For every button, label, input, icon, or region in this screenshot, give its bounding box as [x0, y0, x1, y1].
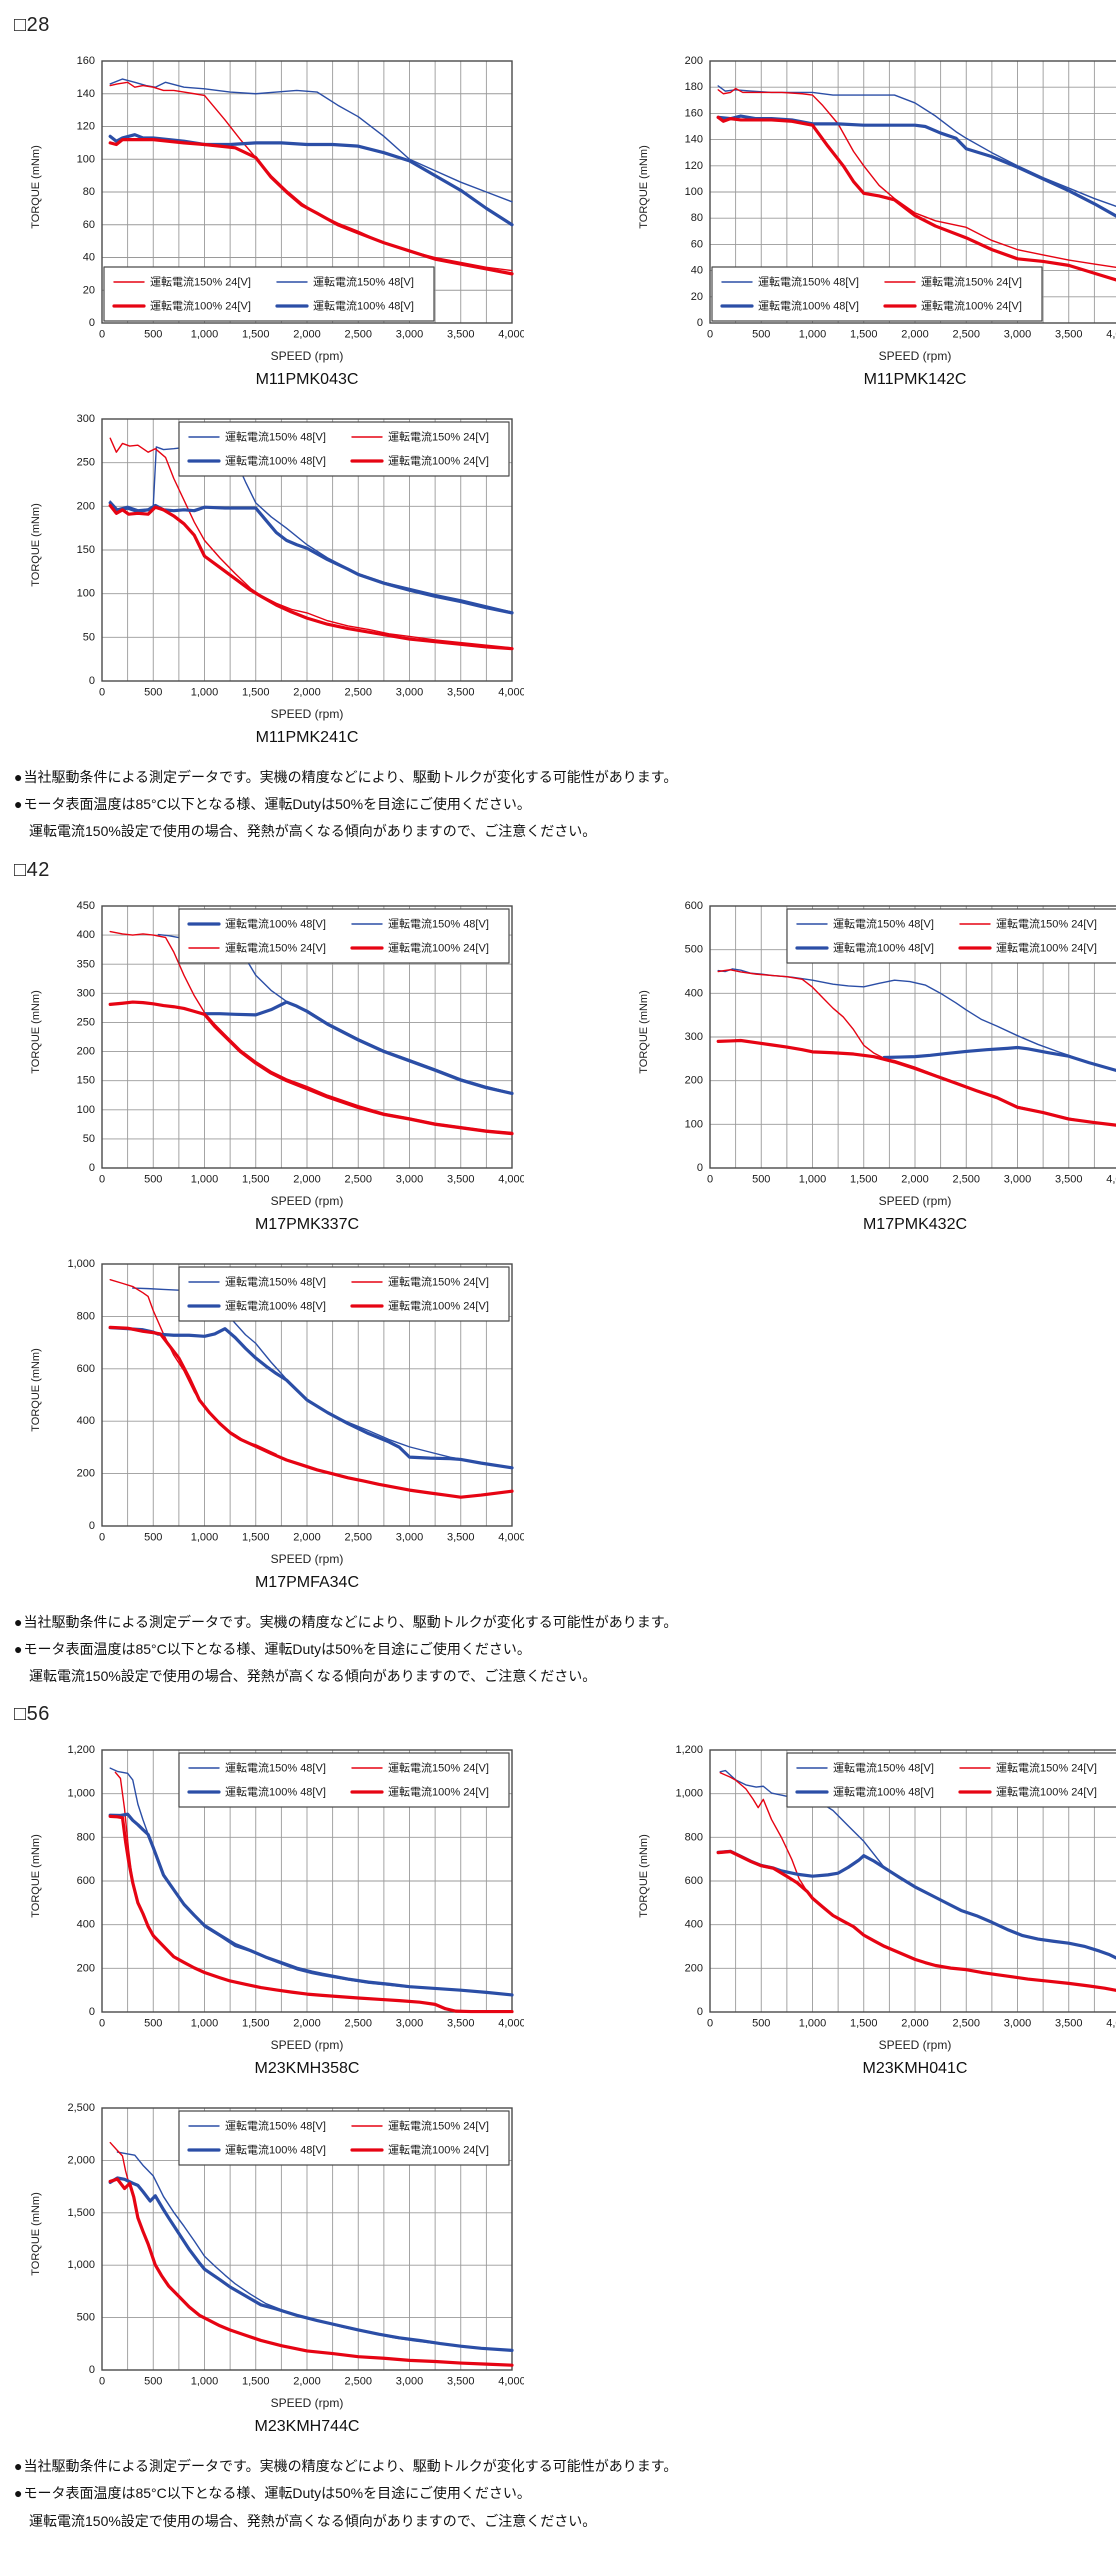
chart-canvas-m17pmfa34c	[44, 1251, 524, 1552]
plot-wrap: TORQUE (mNm)	[636, 1738, 1116, 2039]
y-axis-label: TORQUE (mNm)	[30, 145, 42, 229]
chart-figure-m17pmk432c: TORQUE (mNm) SPEED (rpm) M17PMK432C	[636, 893, 1116, 1238]
bullet-icon: ●	[14, 1613, 23, 1630]
x-axis-label: SPEED (rpm)	[878, 349, 952, 363]
plot-wrap: TORQUE (mNm)	[28, 1738, 524, 2039]
note-line: ●モータ表面温度は85°C以下となる様、運転Dutyは50%を目途にご使用くださ…	[14, 1640, 531, 1657]
chart-canvas-m23kmh744c	[44, 2096, 524, 2397]
charts-grid-42: TORQUE (mNm) SPEED (rpm) M17PMK337C TORQ…	[0, 893, 1116, 1596]
plot-wrap: TORQUE (mNm)	[28, 1251, 524, 1552]
section-header-42: □42	[14, 858, 50, 881]
y-axis-label: TORQUE (mNm)	[638, 1834, 650, 1918]
notes-56: ●当社駆動条件による測定データです。実機の精度などにより、駆動トルクが変化する可…	[14, 2454, 1116, 2534]
chart-canvas-m23kmh358c	[44, 1738, 524, 2039]
chart-title-m23kmh358c: M23KMH358C	[254, 2060, 360, 2078]
note-line: ●モータ表面温度は85°C以下となる様、運転Dutyは50%を目途にご使用くださ…	[14, 2485, 531, 2502]
x-axis-label: SPEED (rpm)	[878, 1193, 952, 1208]
chart-figure-m11pmk142c: TORQUE (mNm) SPEED (rpm) M11PMK142C	[636, 49, 1116, 393]
plot-wrap: TORQUE (mNm)	[28, 893, 524, 1194]
note-line: ●当社駆動条件による測定データです。実機の精度などにより、駆動トルクが変化する可…	[14, 1613, 678, 1630]
x-axis-label: SPEED (rpm)	[270, 349, 344, 363]
charts-grid-56: TORQUE (mNm) SPEED (rpm) M23KMH358C TORQ…	[0, 1738, 1116, 2440]
chart-canvas-m11pmk142c	[652, 49, 1116, 349]
chart-figure-m17pmfa34c: TORQUE (mNm) SPEED (rpm) M17PMFA34C	[28, 1251, 524, 1596]
chart-figure-m23kmh358c: TORQUE (mNm) SPEED (rpm) M23KMH358C	[28, 1738, 524, 2082]
chart-canvas-m17pmk337c	[44, 893, 524, 1194]
note-line: 運転電流150%設定で使用の場合、発熱が高くなる傾向がありますので、ご注意くださ…	[29, 2512, 597, 2529]
y-axis-label: TORQUE (mNm)	[30, 2192, 42, 2276]
section-size-56: □56 TORQUE (mNm) SPEED (rpm) M23KMH358C …	[0, 1703, 1116, 2534]
plot-wrap: TORQUE (mNm)	[636, 49, 1116, 349]
note-line: ●当社駆動条件による測定データです。実機の精度などにより、駆動トルクが変化する可…	[14, 2458, 678, 2475]
y-axis-label: TORQUE (mNm)	[638, 145, 650, 229]
bullet-icon: ●	[14, 796, 23, 813]
chart-figure-m11pmk241c: TORQUE (mNm) SPEED (rpm) M11PMK241C	[28, 407, 524, 751]
x-axis-label: SPEED (rpm)	[270, 1193, 344, 1208]
chart-figure-m23kmh041c: TORQUE (mNm) SPEED (rpm) M23KMH041C	[636, 1738, 1116, 2082]
y-axis-label: TORQUE (mNm)	[30, 1834, 42, 1918]
x-axis-label: SPEED (rpm)	[878, 2038, 952, 2053]
plot-wrap: TORQUE (mNm)	[28, 49, 524, 349]
plot-wrap: TORQUE (mNm)	[636, 893, 1116, 1194]
notes-28: ●当社駆動条件による測定データです。実機の精度などにより、駆動トルクが変化する可…	[14, 765, 1116, 845]
plot-wrap: TORQUE (mNm)	[28, 2096, 524, 2397]
chart-canvas-m23kmh041c	[652, 1738, 1116, 2039]
chart-canvas-m11pmk241c	[44, 407, 524, 707]
chart-title-m17pmk432c: M17PMK432C	[862, 1215, 968, 1233]
chart-title-m17pmk337c: M17PMK337C	[254, 1215, 360, 1233]
y-axis-label: TORQUE (mNm)	[30, 989, 42, 1074]
section-header-56: □56	[14, 1703, 50, 1726]
y-axis-label: TORQUE (mNm)	[638, 989, 650, 1074]
chart-title-m11pmk241c: M11PMK241C	[255, 729, 359, 746]
chart-title-m17pmfa34c: M17PMFA34C	[254, 1573, 360, 1591]
chart-title-m23kmh041c: M23KMH041C	[862, 2060, 968, 2078]
bullet-icon: ●	[14, 2485, 23, 2502]
y-axis-label: TORQUE (mNm)	[30, 1347, 42, 1432]
bullet-icon: ●	[14, 2458, 23, 2475]
chart-canvas-m17pmk432c	[652, 893, 1116, 1194]
chart-canvas-m11pmk043c	[44, 49, 524, 349]
note-line: 運転電流150%設定で使用の場合、発熱が高くなる傾向がありますので、ご注意くださ…	[29, 1667, 597, 1684]
section-header-28: □28	[14, 14, 50, 36]
note-line: 運転電流150%設定で使用の場合、発熱が高くなる傾向がありますので、ご注意くださ…	[29, 823, 597, 840]
bullet-icon: ●	[14, 769, 23, 785]
section-size-42: □42 TORQUE (mNm) SPEED (rpm) M17PMK337C …	[0, 859, 1116, 1690]
chart-figure-m17pmk337c: TORQUE (mNm) SPEED (rpm) M17PMK337C	[28, 893, 524, 1238]
note-line: ●モータ表面温度は85°C以下となる様、運転Dutyは50%を目途にご使用くださ…	[14, 796, 531, 813]
section-size-28: □28 TORQUE (mNm) SPEED (rpm) M11PMK043C …	[0, 14, 1116, 845]
x-axis-label: SPEED (rpm)	[270, 707, 344, 721]
x-axis-label: SPEED (rpm)	[270, 1551, 344, 1566]
notes-42: ●当社駆動条件による測定データです。実機の精度などにより、駆動トルクが変化する可…	[14, 1610, 1116, 1690]
chart-title-m11pmk142c: M11PMK142C	[863, 371, 967, 388]
x-axis-label: SPEED (rpm)	[270, 2038, 344, 2053]
note-line: ●当社駆動条件による測定データです。実機の精度などにより、駆動トルクが変化する可…	[14, 769, 678, 785]
chart-figure-m11pmk043c: TORQUE (mNm) SPEED (rpm) M11PMK043C	[28, 49, 524, 393]
bullet-icon: ●	[14, 1640, 23, 1657]
y-axis-label: TORQUE (mNm)	[30, 503, 42, 587]
plot-wrap: TORQUE (mNm)	[28, 407, 524, 707]
charts-grid-28: TORQUE (mNm) SPEED (rpm) M11PMK043C TORQ…	[0, 49, 1116, 751]
chart-title-m23kmh744c: M23KMH744C	[254, 2418, 360, 2436]
chart-figure-m23kmh744c: TORQUE (mNm) SPEED (rpm) M23KMH744C	[28, 2096, 524, 2440]
chart-title-m11pmk043c: M11PMK043C	[255, 371, 359, 388]
x-axis-label: SPEED (rpm)	[270, 2396, 344, 2411]
